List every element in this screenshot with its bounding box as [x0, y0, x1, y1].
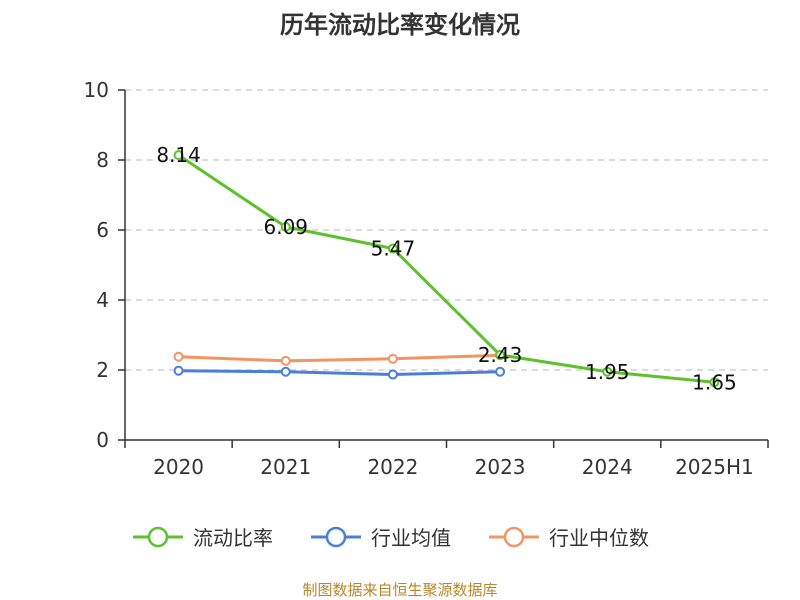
data-point — [387, 353, 398, 364]
data-label: 5.47 — [371, 237, 416, 261]
y-tick-label: 10 — [84, 78, 109, 102]
y-tick-label: 2 — [96, 358, 109, 382]
data-point — [495, 349, 506, 360]
legend-marker — [147, 526, 169, 548]
data-label: 8.14 — [156, 143, 201, 167]
legend-label: 行业中位数 — [549, 526, 649, 550]
x-tick-label: 2021 — [260, 455, 311, 479]
data-point — [173, 365, 184, 376]
data-point — [387, 369, 398, 380]
grid — [125, 89, 768, 371]
y-tick-label: 4 — [96, 288, 109, 312]
data-label: 6.09 — [263, 215, 308, 239]
chart-title: 历年流动比率变化情况 — [280, 11, 520, 39]
y-tick-label: 6 — [96, 218, 109, 242]
legend-label: 流动比率 — [193, 526, 273, 550]
data-point — [387, 243, 398, 254]
legend-item[interactable]: 行业均值 — [311, 526, 451, 550]
data-point — [280, 221, 291, 232]
y-tick-label: 0 — [96, 428, 109, 452]
x-tick-label: 2023 — [475, 455, 526, 479]
legend-marker — [325, 526, 347, 548]
data-point — [280, 366, 291, 377]
data-point — [495, 366, 506, 377]
data-labels: 8.14 6.09 5.47 2.43 1.95 1.65 — [156, 143, 736, 394]
x-tick-label: 2022 — [367, 455, 418, 479]
data-label: 1.95 — [585, 360, 630, 384]
legend-item[interactable]: 流动比率 — [133, 526, 273, 550]
data-label: 1.65 — [692, 370, 737, 394]
series-line — [177, 353, 502, 363]
x-tick-label: 2025H1 — [675, 455, 754, 479]
series-line — [177, 153, 716, 384]
x-tick-label: 2024 — [582, 455, 633, 479]
legend-label: 行业均值 — [371, 526, 451, 550]
legend-marker — [503, 526, 525, 548]
axes: 0 2 4 6 8 10 2020 2021 2022 2023 2024 2025H1 — [84, 78, 769, 479]
data-point — [602, 366, 613, 377]
data-label: 2.43 — [478, 343, 523, 367]
data-point — [173, 150, 184, 161]
y-tick-label: 8 — [96, 148, 109, 172]
series-lines — [173, 150, 720, 388]
data-point — [280, 355, 291, 366]
series-line — [177, 369, 502, 377]
x-tick-label: 2020 — [153, 455, 204, 479]
data-point — [173, 351, 184, 362]
legend-item[interactable]: 行业中位数 — [489, 526, 649, 550]
data-point — [709, 377, 720, 388]
legend: 流动比率 行业均值 行业中位数 — [133, 526, 649, 550]
source-note: 制图数据来自恒生聚源数据库 — [302, 581, 497, 599]
